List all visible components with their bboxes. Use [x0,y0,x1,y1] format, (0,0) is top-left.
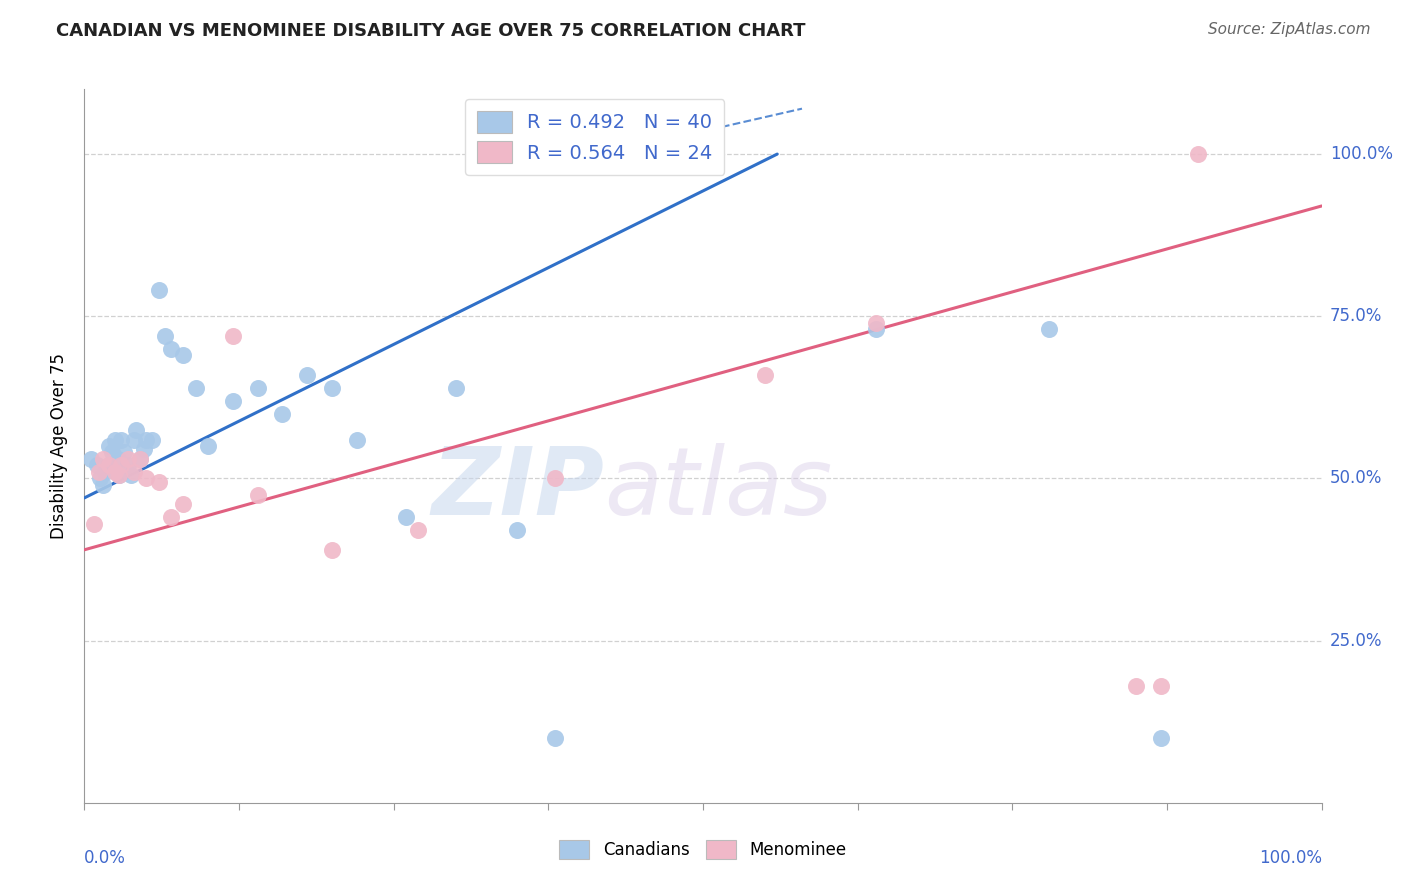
Point [172,348,194,362]
Point [120,468,142,483]
Point [141,433,163,447]
Point [100,445,122,459]
Point [122,465,145,479]
Point [865,316,887,330]
Point [160,510,183,524]
Text: 100.0%: 100.0% [1258,849,1322,867]
Point [1038,322,1060,336]
Point [271,407,294,421]
Text: CANADIAN VS MENOMINEE DISABILITY AGE OVER 75 CORRELATION CHART: CANADIAN VS MENOMINEE DISABILITY AGE OVE… [56,22,806,40]
Point [321,542,343,557]
Point [83,516,105,531]
Point [1187,147,1209,161]
Point [117,452,139,467]
Point [246,488,269,502]
Point [395,510,418,524]
Point [865,322,887,336]
Point [1150,679,1173,693]
Point [148,283,170,297]
Point [108,468,131,483]
Point [79,452,101,467]
Point [197,439,219,453]
Point [148,475,170,489]
Point [444,381,467,395]
Point [125,423,148,437]
Point [110,433,132,447]
Point [135,433,157,447]
Point [172,497,194,511]
Legend: Canadians, Menominee: Canadians, Menominee [553,833,853,866]
Text: ZIP: ZIP [432,442,605,535]
Point [295,368,318,382]
Point [91,452,114,467]
Text: 25.0%: 25.0% [1330,632,1382,649]
Point [89,465,111,479]
Text: 75.0%: 75.0% [1330,307,1382,326]
Point [112,445,135,459]
Point [543,471,565,485]
Point [153,328,176,343]
Point [89,471,111,485]
Point [91,478,114,492]
Point [132,442,155,457]
Y-axis label: Disability Age Over 75: Disability Age Over 75 [51,353,69,539]
Point [94,465,117,479]
Point [1125,679,1147,693]
Point [86,458,108,473]
Point [104,433,127,447]
Point [107,452,129,467]
Point [754,368,776,382]
Point [98,458,121,473]
Text: Source: ZipAtlas.com: Source: ZipAtlas.com [1208,22,1371,37]
Text: 0.0%: 0.0% [84,849,127,867]
Point [122,433,145,447]
Point [117,458,139,473]
Point [135,471,157,485]
Point [321,381,343,395]
Point [160,342,183,356]
Point [222,328,245,343]
Text: 50.0%: 50.0% [1330,469,1382,487]
Point [184,381,207,395]
Point [108,468,131,483]
Point [129,452,152,467]
Point [346,433,368,447]
Text: 100.0%: 100.0% [1330,145,1393,163]
Point [98,458,121,473]
Point [129,452,152,467]
Text: atlas: atlas [605,443,832,534]
Point [506,524,529,538]
Point [246,381,269,395]
Point [222,393,245,408]
Point [110,458,132,473]
Point [408,524,430,538]
Point [1150,731,1173,745]
Point [98,439,121,453]
Point [543,731,565,745]
Point [104,465,127,479]
